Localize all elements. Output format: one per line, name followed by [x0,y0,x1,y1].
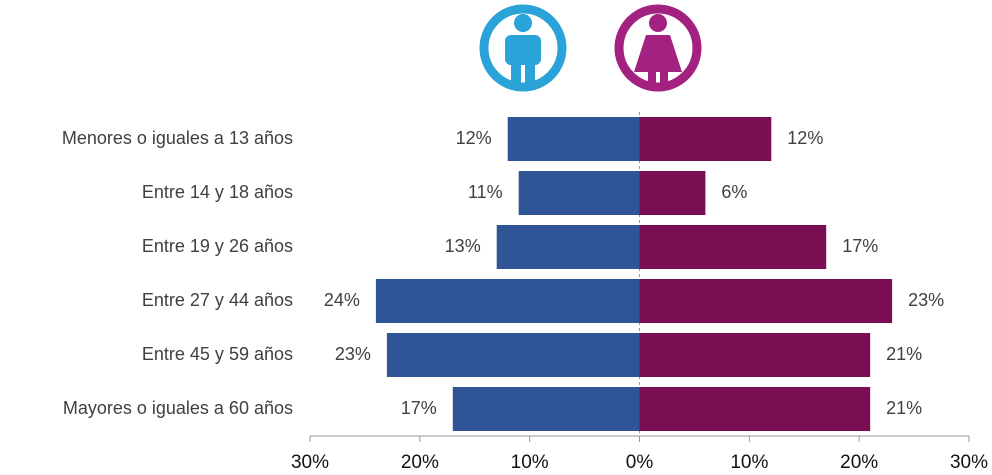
x-tick-label: 0% [626,452,654,473]
value-label: 12% [787,128,823,148]
x-tick-label: 10% [730,452,768,473]
bar [639,387,871,431]
x-tick-label: 30% [291,452,329,473]
male-icon [479,4,567,92]
bar [639,333,871,377]
x-tick-label: 10% [511,452,549,473]
bar [518,171,640,215]
value-label: 13% [445,236,481,256]
x-tick-label: 20% [840,452,878,473]
value-label: 17% [401,398,437,418]
value-label: 11% [468,182,503,202]
bar [496,225,640,269]
category-label: Menores o iguales a 13 años [62,128,293,148]
value-label: 23% [335,344,371,364]
x-tick-label: 30% [950,452,988,473]
x-tick-label: 20% [401,452,439,473]
bar [386,333,640,377]
value-label: 17% [842,236,878,256]
value-label: 24% [324,290,360,310]
bar [639,117,772,161]
female-icon [614,4,702,92]
category-label: Entre 14 y 18 años [142,182,293,202]
value-label: 12% [456,128,492,148]
category-label: Entre 19 y 26 años [142,236,293,256]
value-label: 6% [721,182,747,202]
value-label: 23% [908,290,944,310]
bar [639,279,893,323]
bar [375,279,640,323]
value-label: 21% [886,344,922,364]
bar [639,171,706,215]
category-label: Entre 45 y 59 años [142,344,293,364]
category-label: Entre 27 y 44 años [142,290,293,310]
bar [452,387,640,431]
bar [639,225,827,269]
value-label: 21% [886,398,922,418]
bar [507,117,640,161]
category-label: Mayores o iguales a 60 años [63,398,293,418]
